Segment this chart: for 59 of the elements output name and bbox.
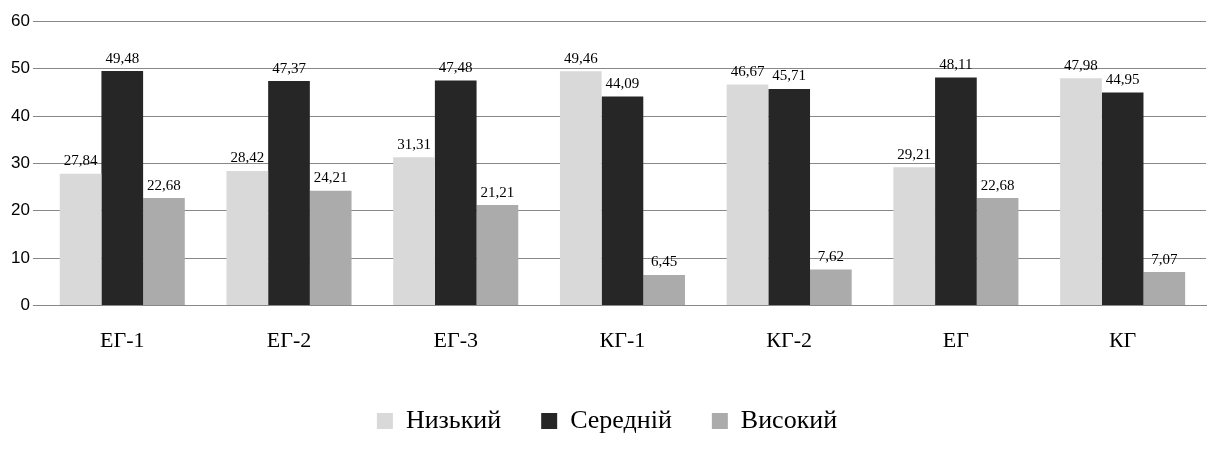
y-tick-label: 0	[20, 295, 30, 315]
legend-label: Низький	[405, 404, 502, 434]
y-tick-label: 30	[10, 153, 30, 173]
bar	[143, 198, 185, 306]
data-label: 22,68	[980, 176, 1015, 193]
legend-label: Високий	[740, 404, 838, 434]
data-label: 29,21	[897, 145, 932, 162]
x-tick-label: КГ-2	[766, 326, 813, 352]
data-label: 47,37	[272, 59, 307, 76]
bar	[393, 157, 435, 306]
bar	[726, 84, 769, 306]
bar	[935, 77, 977, 306]
data-label: 24,21	[313, 169, 348, 186]
data-label: 47,48	[438, 58, 473, 75]
data-label: 46,67	[730, 62, 765, 79]
y-tick-label: 10	[10, 247, 30, 267]
bar	[559, 71, 602, 306]
data-label: 44,95	[1105, 70, 1140, 87]
x-tick-label: КГ-1	[599, 326, 646, 352]
bar	[976, 198, 1019, 306]
bar	[1143, 272, 1186, 306]
x-tick-label: КГ	[1108, 326, 1137, 352]
bar	[1101, 92, 1144, 306]
data-label: 6,45	[651, 253, 678, 270]
data-label: 7,62	[817, 247, 844, 264]
bar	[226, 170, 269, 306]
y-tick-label: 60	[10, 10, 30, 30]
data-label: 49,46	[563, 49, 599, 66]
bar	[893, 167, 936, 306]
bar	[643, 275, 685, 306]
data-label: 27,84	[63, 152, 98, 169]
y-tick-label: 20	[10, 200, 30, 220]
data-label: 7,07	[1151, 250, 1178, 267]
x-tick-label: ЕГ-3	[433, 326, 478, 352]
data-label: 22,68	[147, 176, 181, 193]
data-label: 28,42	[230, 149, 265, 166]
x-tick-label: ЕГ-1	[100, 326, 145, 352]
bar	[268, 81, 310, 306]
x-tick-label: ЕГ-2	[266, 326, 312, 352]
data-label: 44,09	[605, 75, 640, 92]
bar	[601, 96, 644, 306]
data-label: 21,21	[480, 183, 515, 200]
data-label: 49,48	[105, 49, 140, 66]
y-tick-label: 40	[10, 105, 30, 125]
bar	[768, 88, 811, 306]
bar	[309, 190, 352, 306]
data-label: 47,98	[1064, 56, 1098, 73]
bar	[434, 80, 477, 306]
data-label: 31,31	[397, 135, 431, 152]
x-tick-label: ЕГ	[942, 326, 970, 352]
bar	[1060, 78, 1102, 306]
bar	[810, 269, 852, 306]
bar	[476, 205, 519, 306]
data-label: 45,71	[772, 67, 807, 84]
bar	[59, 173, 102, 306]
bar	[101, 71, 144, 306]
y-tick-label: 50	[10, 58, 30, 78]
legend-label: Середній	[570, 404, 672, 434]
data-label: 48,11	[939, 56, 973, 72]
